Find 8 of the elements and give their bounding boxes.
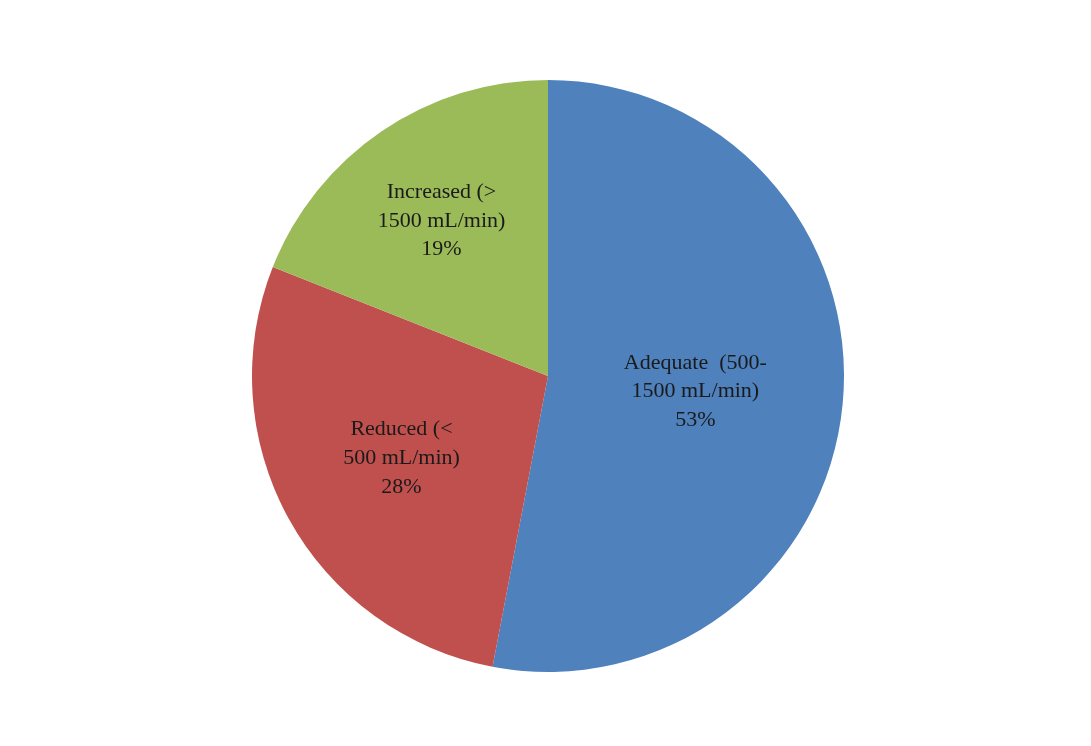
data-label: 19% — [421, 235, 462, 261]
pie-slice — [272, 80, 548, 376]
pie-slice — [252, 267, 548, 667]
data-label: 53% — [675, 406, 716, 432]
slice-label: Increased (> 1500 mL/min) — [377, 178, 506, 232]
slice-label: Reduced (< 500 mL/min) — [343, 415, 460, 470]
slice-label: Adequate (500-1500 mL/min) — [623, 348, 767, 403]
data-label: 28% — [381, 472, 422, 498]
